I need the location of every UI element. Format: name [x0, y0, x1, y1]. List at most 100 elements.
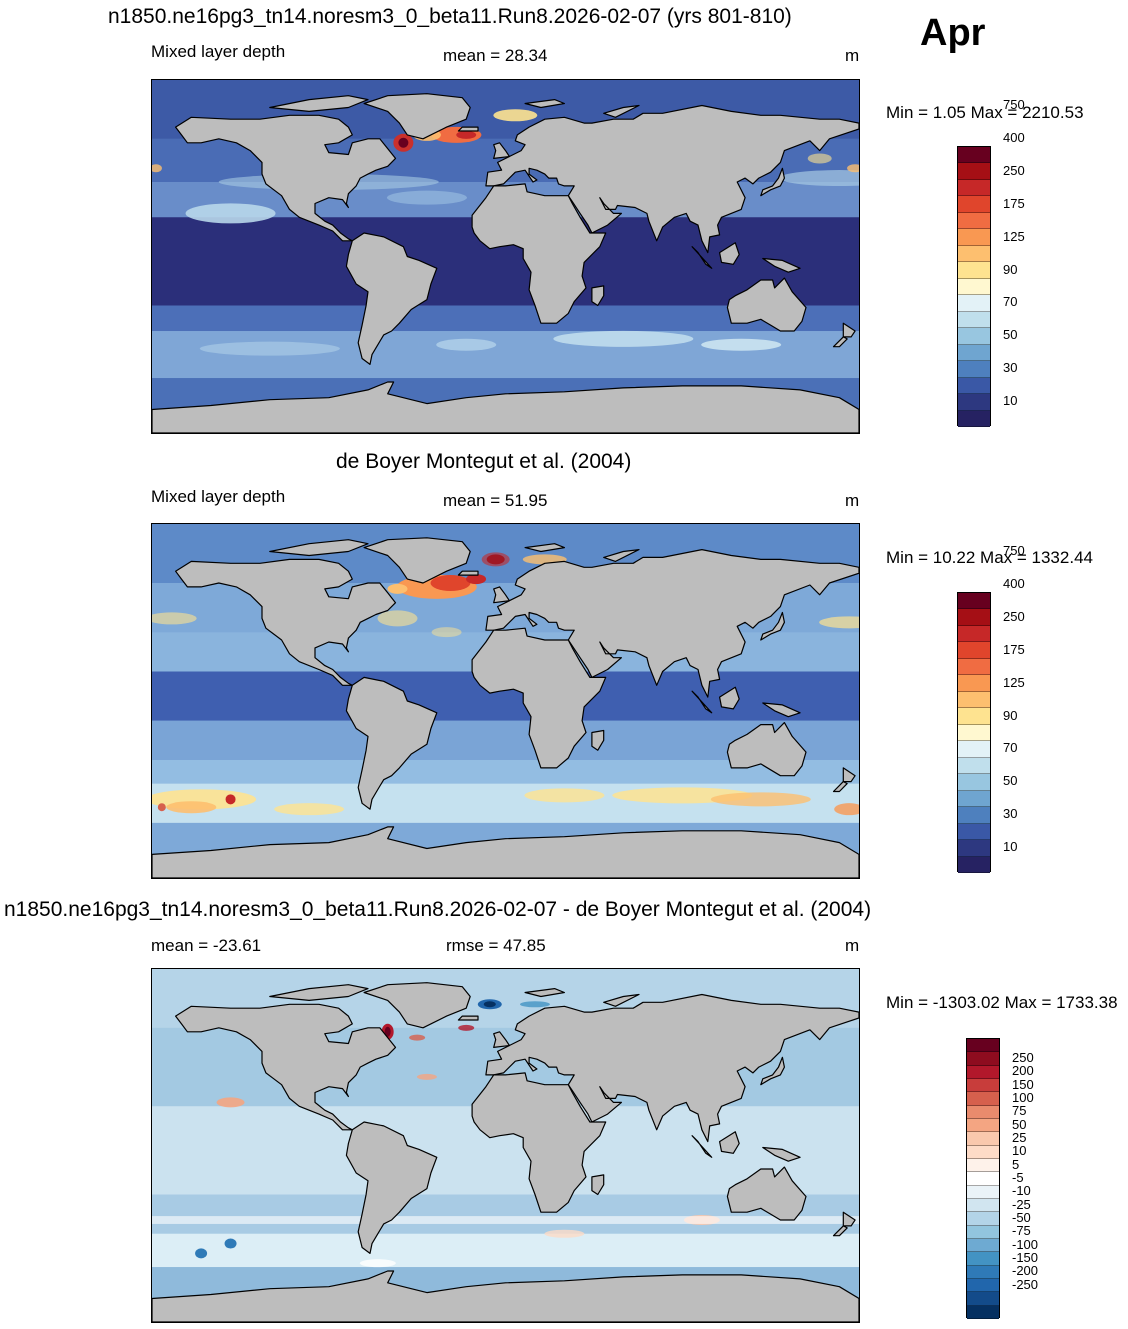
colorbar-swatch: [967, 1172, 999, 1186]
colorbar-tick-label: 750: [1003, 542, 1025, 558]
colorbar-tick-label: 175: [1003, 641, 1025, 657]
colorbar-swatches: [957, 592, 991, 873]
colorbar-tick-label: 90: [1003, 707, 1018, 723]
panel-1-minmax: Min = 1.05 Max = 2210.53: [886, 103, 1084, 122]
colorbar-swatch: [967, 1039, 999, 1053]
land-mask: [152, 537, 859, 878]
colorbar-tick-label: 100: [1012, 1090, 1034, 1105]
panel-3-colorbar: 250 200 150 100 75 50 25 10 5 -5 -10 -25 -50 -75 -100-…: [966, 1038, 1038, 1319]
colorbar-tick-label: 250: [1003, 608, 1025, 624]
panel-3-mean-label: mean = -23.61: [151, 936, 262, 955]
colorbar-tick-label: 75: [1012, 1103, 1027, 1119]
map-canvas: [152, 524, 859, 878]
panel-2-map: [151, 523, 860, 879]
colorbar-tick-label: 175: [1003, 195, 1025, 211]
land-mask: [152, 93, 859, 433]
panel-2-title: de Boyer Montegut et al. (2004): [336, 450, 632, 473]
colorbar-swatch: [967, 1145, 999, 1159]
colorbar-swatch: [967, 1065, 999, 1079]
colorbar-swatch: [958, 741, 990, 758]
panel-3-units-label: m: [845, 936, 860, 955]
colorbar-swatch: [967, 1118, 999, 1133]
colorbar-tick-label: 10: [1012, 1143, 1027, 1159]
colorbar-swatch: [967, 1105, 999, 1119]
colorbar-swatch: [958, 229, 990, 246]
colorbar-tick-label: -200: [1012, 1263, 1039, 1279]
panel-3-minmax: Min = -1303.02 Max = 1733.38: [886, 993, 1118, 1012]
colorbar-tick-label: 10: [1003, 393, 1018, 409]
colorbar-tick-label: 30: [1003, 360, 1018, 376]
colorbar-swatch: [967, 1265, 999, 1279]
colorbar-tick-label: 400: [1003, 575, 1025, 591]
colorbar-swatch: [967, 1252, 999, 1266]
colorbar-tick-label: 50: [1003, 327, 1018, 343]
colorbar-swatch: [967, 1132, 999, 1146]
colorbar-swatch: [958, 179, 990, 197]
colorbar-swatch: [958, 691, 990, 709]
colorbar-swatch: [967, 1052, 999, 1066]
panel-1-title: n1850.ne16pg3_tn14.noresm3_0_beta11.Run8…: [108, 5, 792, 28]
colorbar-swatch: [958, 394, 990, 411]
colorbar-swatch: [958, 361, 990, 378]
panel-1-variable-label: Mixed layer depth: [151, 42, 286, 61]
colorbar-swatch: [958, 609, 990, 626]
colorbar-tick-label: 30: [1003, 806, 1018, 822]
colorbar-tick-label: -50: [1012, 1210, 1031, 1225]
colorbar-swatch: [958, 774, 990, 791]
colorbar-tick-label: -75: [1012, 1223, 1031, 1239]
colorbar-swatch: [958, 675, 990, 692]
panel-2-variable-label: Mixed layer depth: [151, 487, 286, 506]
panel-2-units-label: m: [845, 491, 860, 510]
colorbar-tick-label: 250: [1012, 1050, 1034, 1065]
colorbar-tick-label: 200: [1012, 1063, 1034, 1079]
panel-2-minmax: Min = 10.22 Max = 1332.44: [886, 548, 1093, 567]
colorbar-tick-label: 70: [1003, 740, 1018, 756]
panel-1-units-label: m: [845, 46, 860, 65]
colorbar-swatch: [958, 724, 990, 742]
colorbar-swatch: [958, 593, 990, 610]
colorbar-tick-label: -250: [1012, 1276, 1039, 1292]
colorbar-swatch: [967, 1198, 999, 1213]
colorbar-swatch: [958, 262, 990, 279]
colorbar-swatch: [958, 295, 990, 312]
map-canvas: [152, 969, 859, 1322]
colorbar-swatch: [967, 1292, 999, 1306]
colorbar-swatch: [958, 658, 990, 676]
panel-3-title: n1850.ne16pg3_tn14.noresm3_0_beta11.Run8…: [4, 898, 872, 921]
month-label: Apr: [920, 12, 986, 54]
land-mask: [152, 982, 859, 1322]
colorbar-swatch: [958, 147, 990, 164]
colorbar-swatch: [967, 1185, 999, 1199]
map-canvas: [152, 80, 859, 433]
colorbar-tick-label: -5: [1012, 1170, 1024, 1185]
colorbar-tick-label: 150: [1012, 1076, 1034, 1092]
colorbar-swatch: [958, 625, 990, 643]
colorbar-swatch: [967, 1225, 999, 1239]
colorbar-tick-label: 90: [1003, 261, 1018, 277]
colorbar-tick-label: 125: [1003, 228, 1025, 244]
colorbar-swatch: [967, 1278, 999, 1293]
colorbar-swatch: [967, 1305, 999, 1319]
colorbar-swatch: [958, 708, 990, 725]
colorbar-tick-label: 750: [1003, 96, 1025, 112]
colorbar-tick-label: 50: [1012, 1116, 1027, 1132]
colorbar-swatch: [958, 328, 990, 345]
colorbar-swatch: [958, 212, 990, 230]
panel-1-map: [151, 79, 860, 434]
colorbar-tick-label: 250: [1003, 162, 1025, 178]
colorbar-swatch: [958, 196, 990, 213]
colorbar-swatch: [958, 807, 990, 824]
colorbar-swatch: [958, 823, 990, 841]
colorbar-tick-label: -10: [1012, 1183, 1031, 1199]
colorbar-swatch: [958, 856, 990, 873]
colorbar-swatch: [958, 642, 990, 659]
colorbar-swatches: [966, 1038, 1000, 1319]
panel-3-rmse-label: rmse = 47.85: [446, 936, 546, 955]
colorbar-swatch: [958, 163, 990, 180]
panel-1-colorbar: 750 400 250 175 125 90 70 50 30 10: [957, 97, 1025, 427]
colorbar-swatches: [957, 146, 991, 427]
panel-2-mean-label: mean = 51.95: [443, 491, 548, 510]
panel-3-map: [151, 968, 860, 1323]
colorbar-swatch: [967, 1212, 999, 1226]
colorbar-swatch: [958, 278, 990, 296]
